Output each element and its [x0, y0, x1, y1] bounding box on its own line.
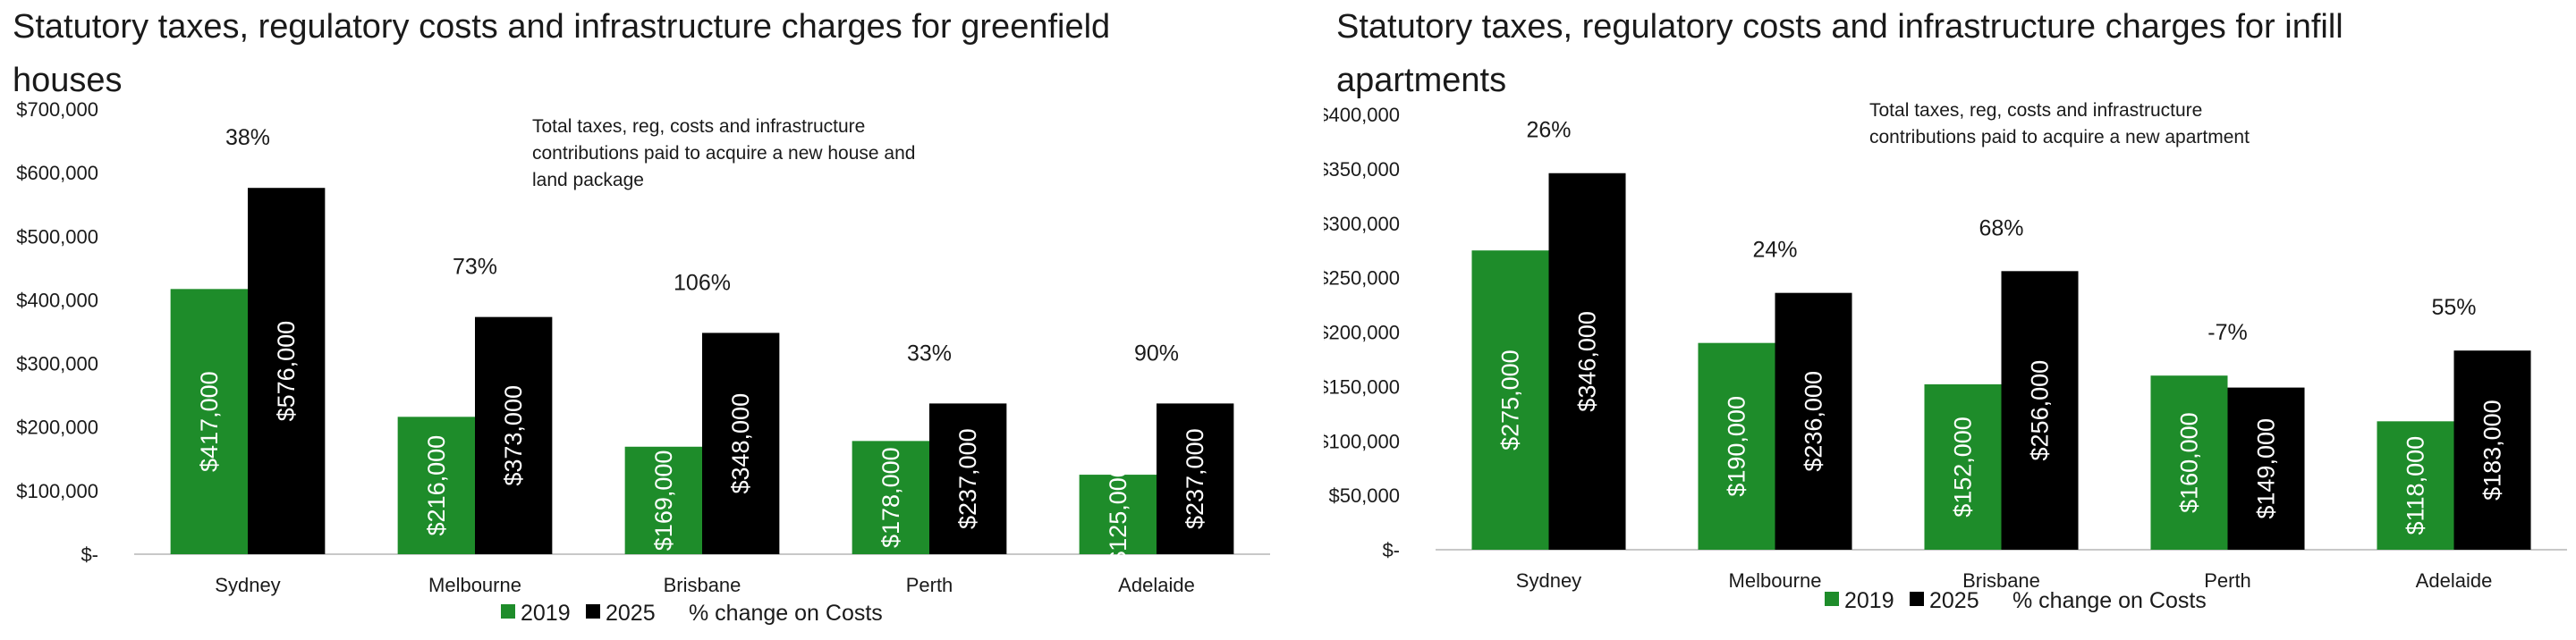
pct-change-label: 68%	[1979, 215, 2023, 240]
bar-2019	[1698, 342, 1775, 550]
legend-swatch-2025	[586, 604, 600, 619]
bar-value-label-2019: $190,000	[1723, 396, 1750, 497]
pct-change-label: -7%	[2207, 320, 2247, 345]
x-tick-label: Adelaide	[2416, 569, 2493, 592]
y-tick-label: $700,000	[16, 98, 98, 121]
x-tick-label: Adelaide	[1118, 574, 1195, 596]
bar-2019	[1079, 475, 1157, 554]
pct-change-label: 73%	[453, 255, 497, 280]
bar-value-label-2025: $256,000	[2027, 360, 2054, 461]
legend-swatch-2019	[501, 604, 515, 619]
y-tick-label: $-	[1382, 539, 1400, 561]
bar-2019	[624, 446, 702, 554]
bar-2025	[248, 188, 326, 554]
x-tick-label: Brisbane	[664, 574, 741, 596]
bar-value-label-2019: $275,000	[1496, 349, 1523, 451]
bar-value-label-2019: $178,000	[877, 447, 904, 548]
x-tick-label: Melbourne	[428, 574, 521, 596]
pct-change-label: 33%	[907, 341, 952, 366]
chart-svg: $- $50,000 $100,000 $150,000 $200,000 $250,00…	[1324, 100, 2567, 613]
legend-label-2025: 2025	[1929, 588, 1979, 613]
pct-change-label: 90%	[1134, 341, 1179, 366]
y-tick-label: $400,000	[1324, 104, 1400, 126]
chart-note: Total taxes, reg, costs and infrastructu…	[532, 116, 915, 190]
x-tick-label: Sydney	[215, 574, 280, 596]
y-tick-label: $600,000	[16, 162, 98, 184]
bar-value-label-2025: $237,000	[1182, 428, 1208, 529]
legend-label-pct: % change on Costs	[2012, 588, 2207, 613]
chart-panel-greenfield: Statutory taxes, regulatory costs and in…	[13, 8, 1270, 626]
y-tick-label: $150,000	[1324, 375, 1400, 398]
bar-2019	[397, 417, 475, 554]
bar-value-label-2025: $576,000	[273, 321, 300, 422]
bar-2025	[1775, 292, 1852, 550]
y-tick-label: $500,000	[16, 225, 98, 248]
legend-label-pct: % change on Costs	[689, 601, 883, 626]
bar-value-label-2019: $417,000	[196, 371, 223, 472]
pct-change-label: 55%	[2431, 295, 2476, 320]
bar-value-label-2025: $236,000	[1801, 371, 1827, 472]
x-tick-label: Melbourne	[1729, 569, 1822, 592]
bar-2025	[929, 403, 1007, 554]
y-tick-label: $-	[80, 543, 98, 566]
y-tick-label: $300,000	[16, 353, 98, 375]
legend-swatch-2019	[1825, 592, 1839, 606]
y-tick-label: $100,000	[16, 480, 98, 502]
chart-note: Total taxes, reg, costs and infrastructu…	[1869, 100, 2250, 147]
y-tick-label: $200,000	[1324, 322, 1400, 344]
bar-2019	[1471, 250, 1549, 550]
y-tick-label: $250,000	[1324, 267, 1400, 290]
pct-change-label: 24%	[1752, 238, 1797, 263]
legend-label-2019: 2019	[521, 601, 571, 626]
bar-value-label-2025: $348,000	[727, 393, 754, 494]
legend-swatch-2025	[1910, 592, 1924, 606]
bar-2025	[2453, 350, 2531, 550]
bar-value-label-2019: $160,000	[2175, 412, 2202, 513]
pct-change-label: 106%	[674, 270, 731, 295]
bar-value-label-2025: $149,000	[2253, 418, 2280, 519]
x-tick-label: Sydney	[1516, 569, 1581, 592]
y-tick-label: $50,000	[1328, 484, 1400, 507]
bar-value-label-2025: $183,000	[2479, 400, 2506, 501]
y-tick-label: $100,000	[1324, 430, 1400, 452]
bar-2019	[170, 289, 248, 554]
chart-svg: $- $100,000 $200,000 $300,000 $400,000 $500,0…	[16, 98, 1270, 626]
pct-change-label: 38%	[225, 125, 270, 150]
bar-2019	[852, 441, 929, 554]
bar-value-label-2019: $118,000	[2402, 436, 2428, 535]
bar-2025	[1157, 403, 1234, 554]
chart-panel-infill: Statutory taxes, regulatory costs and in…	[1324, 0, 2576, 640]
pct-change-label: 26%	[1526, 118, 1571, 143]
bar-value-label-2019: $152,000	[1949, 417, 1976, 518]
chart-title: Statutory taxes, regulatory costs and in…	[1336, 8, 2343, 99]
chart-title: Statutory taxes, regulatory costs and in…	[13, 8, 1111, 99]
x-tick-label: Perth	[906, 574, 953, 596]
bar-value-label-2019: $216,000	[423, 435, 450, 536]
bar-value-label-2019: $169,000	[650, 451, 677, 552]
bar-2025	[2227, 387, 2305, 550]
bar-2025	[1548, 173, 1626, 550]
legend-label-2019: 2019	[1844, 588, 1894, 613]
x-tick-label: Perth	[2204, 569, 2251, 592]
bar-value-label-2019: $125,000	[1105, 464, 1131, 565]
bar-2019	[2377, 421, 2454, 550]
y-tick-label: $400,000	[16, 289, 98, 311]
y-tick-label: $350,000	[1324, 158, 1400, 181]
bar-2019	[2150, 375, 2228, 550]
bar-value-label-2025: $237,000	[954, 428, 981, 529]
bar-value-label-2025: $373,000	[500, 385, 527, 486]
bar-2019	[1924, 383, 2002, 550]
bar-2025	[475, 316, 553, 554]
bar-value-label-2025: $346,000	[1574, 311, 1601, 412]
bar-2025	[702, 333, 780, 554]
y-tick-label: $200,000	[16, 417, 98, 439]
x-tick-label: Brisbane	[1962, 569, 2040, 592]
bar-2025	[2001, 271, 2079, 550]
y-tick-label: $300,000	[1324, 213, 1400, 235]
legend-label-2025: 2025	[606, 601, 656, 626]
